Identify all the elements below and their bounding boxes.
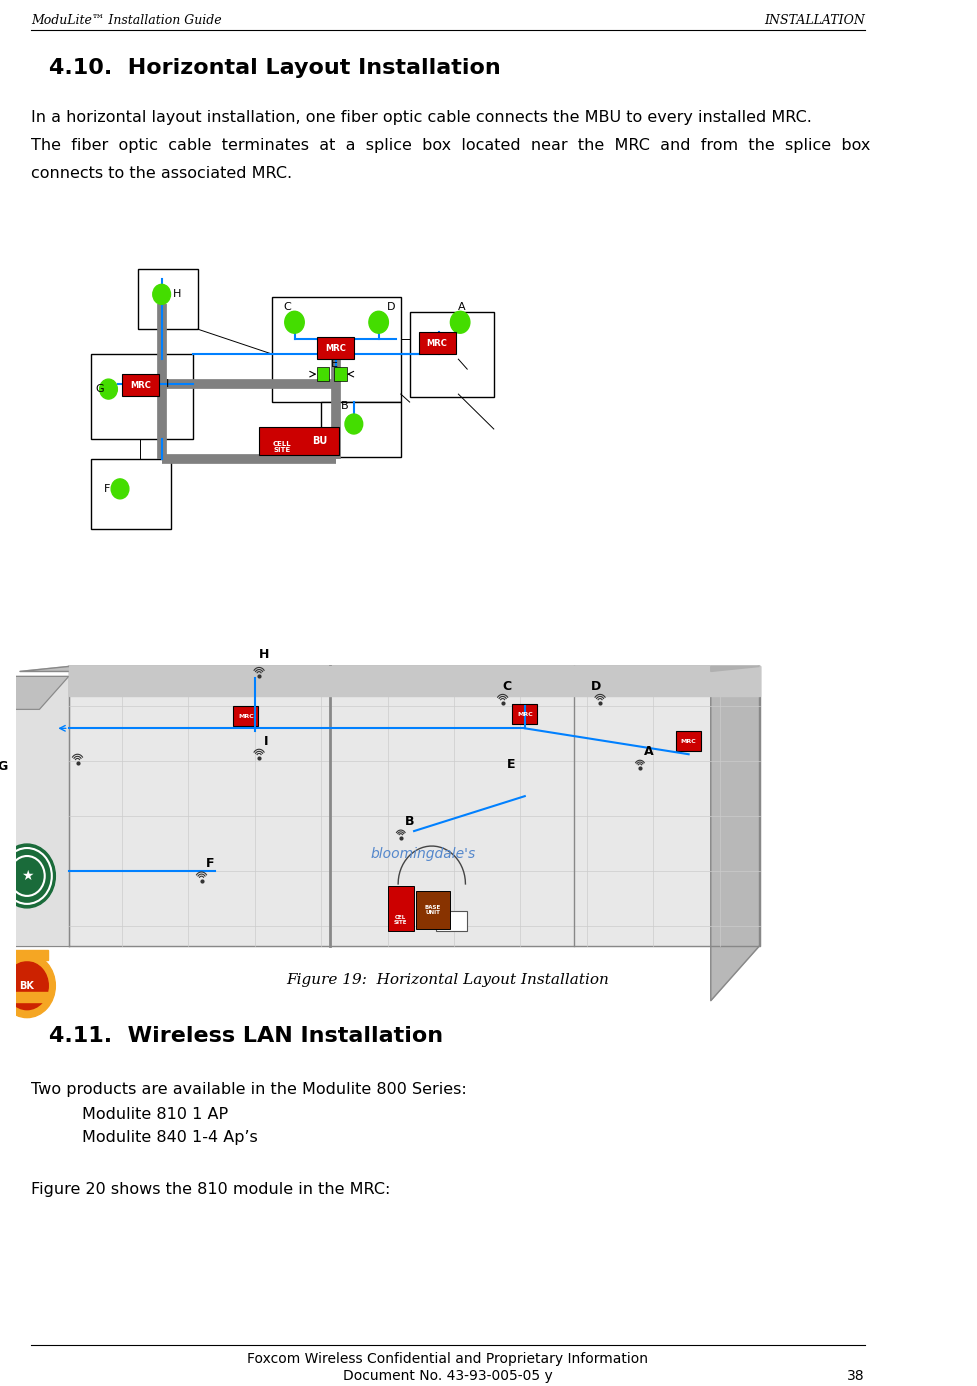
Text: B: B bbox=[405, 815, 414, 827]
Text: CELL
SITE: CELL SITE bbox=[273, 441, 291, 453]
Text: Modulite 840 1-4 Ap’s: Modulite 840 1-4 Ap’s bbox=[82, 1131, 258, 1145]
Text: H: H bbox=[173, 290, 182, 299]
Polygon shape bbox=[711, 667, 759, 1001]
Text: H: H bbox=[259, 649, 270, 661]
Text: BASE
UNIT: BASE UNIT bbox=[425, 905, 441, 915]
Bar bbox=[409, 312, 493, 396]
Bar bbox=[91, 459, 171, 529]
Text: ★: ★ bbox=[21, 869, 33, 883]
Circle shape bbox=[111, 480, 129, 499]
Text: BK: BK bbox=[20, 981, 34, 991]
Text: G: G bbox=[95, 384, 104, 394]
Bar bbox=[512, 704, 537, 725]
Text: E: E bbox=[331, 359, 338, 369]
Text: I: I bbox=[166, 380, 169, 389]
Bar bbox=[273, 298, 401, 402]
Text: Figure 19:  Horizontal Layout Installation: Figure 19: Horizontal Layout Installatio… bbox=[286, 973, 610, 987]
Bar bbox=[334, 367, 347, 381]
Polygon shape bbox=[0, 676, 68, 945]
Text: 4.11.  Wireless LAN Installation: 4.11. Wireless LAN Installation bbox=[49, 1026, 444, 1045]
Text: Modulite 810 1 AP: Modulite 810 1 AP bbox=[82, 1107, 228, 1123]
Text: D: D bbox=[387, 302, 395, 312]
Polygon shape bbox=[68, 667, 759, 945]
Circle shape bbox=[0, 954, 56, 1017]
Text: MRC: MRC bbox=[517, 712, 532, 717]
Text: C: C bbox=[283, 302, 291, 312]
Circle shape bbox=[369, 312, 389, 333]
Text: INSTALLATION: INSTALLATION bbox=[764, 14, 865, 26]
Bar bbox=[436, 911, 467, 931]
Text: Figure 20 shows the 810 module in the MRC:: Figure 20 shows the 810 module in the MR… bbox=[31, 1182, 391, 1198]
Text: Foxcom Wireless Confidential and Proprietary Information: Foxcom Wireless Confidential and Proprie… bbox=[247, 1351, 648, 1365]
Bar bbox=[91, 355, 192, 439]
Circle shape bbox=[0, 844, 56, 908]
Bar bbox=[138, 269, 198, 330]
Text: F: F bbox=[206, 858, 214, 870]
Polygon shape bbox=[20, 667, 759, 671]
Text: I: I bbox=[264, 735, 268, 748]
Bar bbox=[6, 992, 48, 1002]
Text: MRC: MRC bbox=[238, 714, 254, 719]
Bar bbox=[388, 886, 414, 931]
Bar bbox=[259, 427, 339, 455]
Text: D: D bbox=[591, 681, 602, 693]
Bar bbox=[122, 374, 159, 396]
Polygon shape bbox=[0, 676, 68, 710]
Bar bbox=[676, 732, 701, 751]
Polygon shape bbox=[68, 667, 759, 696]
Text: 38: 38 bbox=[847, 1369, 865, 1383]
Text: Document No. 43-93-005-05 y: Document No. 43-93-005-05 y bbox=[343, 1369, 553, 1383]
Text: bloomingdale's: bloomingdale's bbox=[370, 847, 476, 861]
Circle shape bbox=[152, 284, 171, 305]
Circle shape bbox=[345, 414, 362, 434]
Text: CEL
SITE: CEL SITE bbox=[394, 915, 407, 924]
Text: F: F bbox=[105, 484, 110, 493]
Text: MRC: MRC bbox=[681, 739, 697, 744]
Text: 4.10.  Horizontal Layout Installation: 4.10. Horizontal Layout Installation bbox=[49, 58, 501, 78]
Text: MRC: MRC bbox=[130, 381, 150, 389]
Text: C: C bbox=[502, 681, 512, 693]
Text: Two products are available in the Modulite 800 Series:: Two products are available in the Moduli… bbox=[31, 1082, 467, 1098]
Bar bbox=[321, 402, 401, 457]
Text: G: G bbox=[0, 760, 8, 773]
Text: In a horizontal layout installation, one fiber optic cable connects the MBU to e: In a horizontal layout installation, one… bbox=[31, 109, 812, 125]
Polygon shape bbox=[711, 667, 759, 671]
Text: E: E bbox=[507, 758, 516, 771]
Text: A: A bbox=[458, 302, 466, 312]
Bar bbox=[416, 891, 449, 929]
Bar bbox=[317, 337, 354, 359]
Bar bbox=[317, 367, 329, 381]
Text: MRC: MRC bbox=[427, 338, 447, 348]
Text: connects to the associated MRC.: connects to the associated MRC. bbox=[31, 165, 292, 180]
Text: ModuLite™ Installation Guide: ModuLite™ Installation Guide bbox=[31, 14, 222, 26]
Bar bbox=[418, 333, 455, 355]
Text: A: A bbox=[645, 744, 654, 758]
Circle shape bbox=[6, 962, 48, 1009]
Circle shape bbox=[450, 312, 470, 333]
Text: BU: BU bbox=[312, 437, 327, 446]
Text: The  fiber  optic  cable  terminates  at  a  splice  box  located  near  the  MR: The fiber optic cable terminates at a sp… bbox=[31, 137, 871, 152]
Circle shape bbox=[100, 380, 117, 399]
Bar bbox=[234, 707, 258, 726]
Text: MRC: MRC bbox=[324, 344, 346, 352]
Text: B: B bbox=[341, 401, 348, 412]
Circle shape bbox=[284, 312, 304, 333]
Bar bbox=[6, 949, 48, 959]
